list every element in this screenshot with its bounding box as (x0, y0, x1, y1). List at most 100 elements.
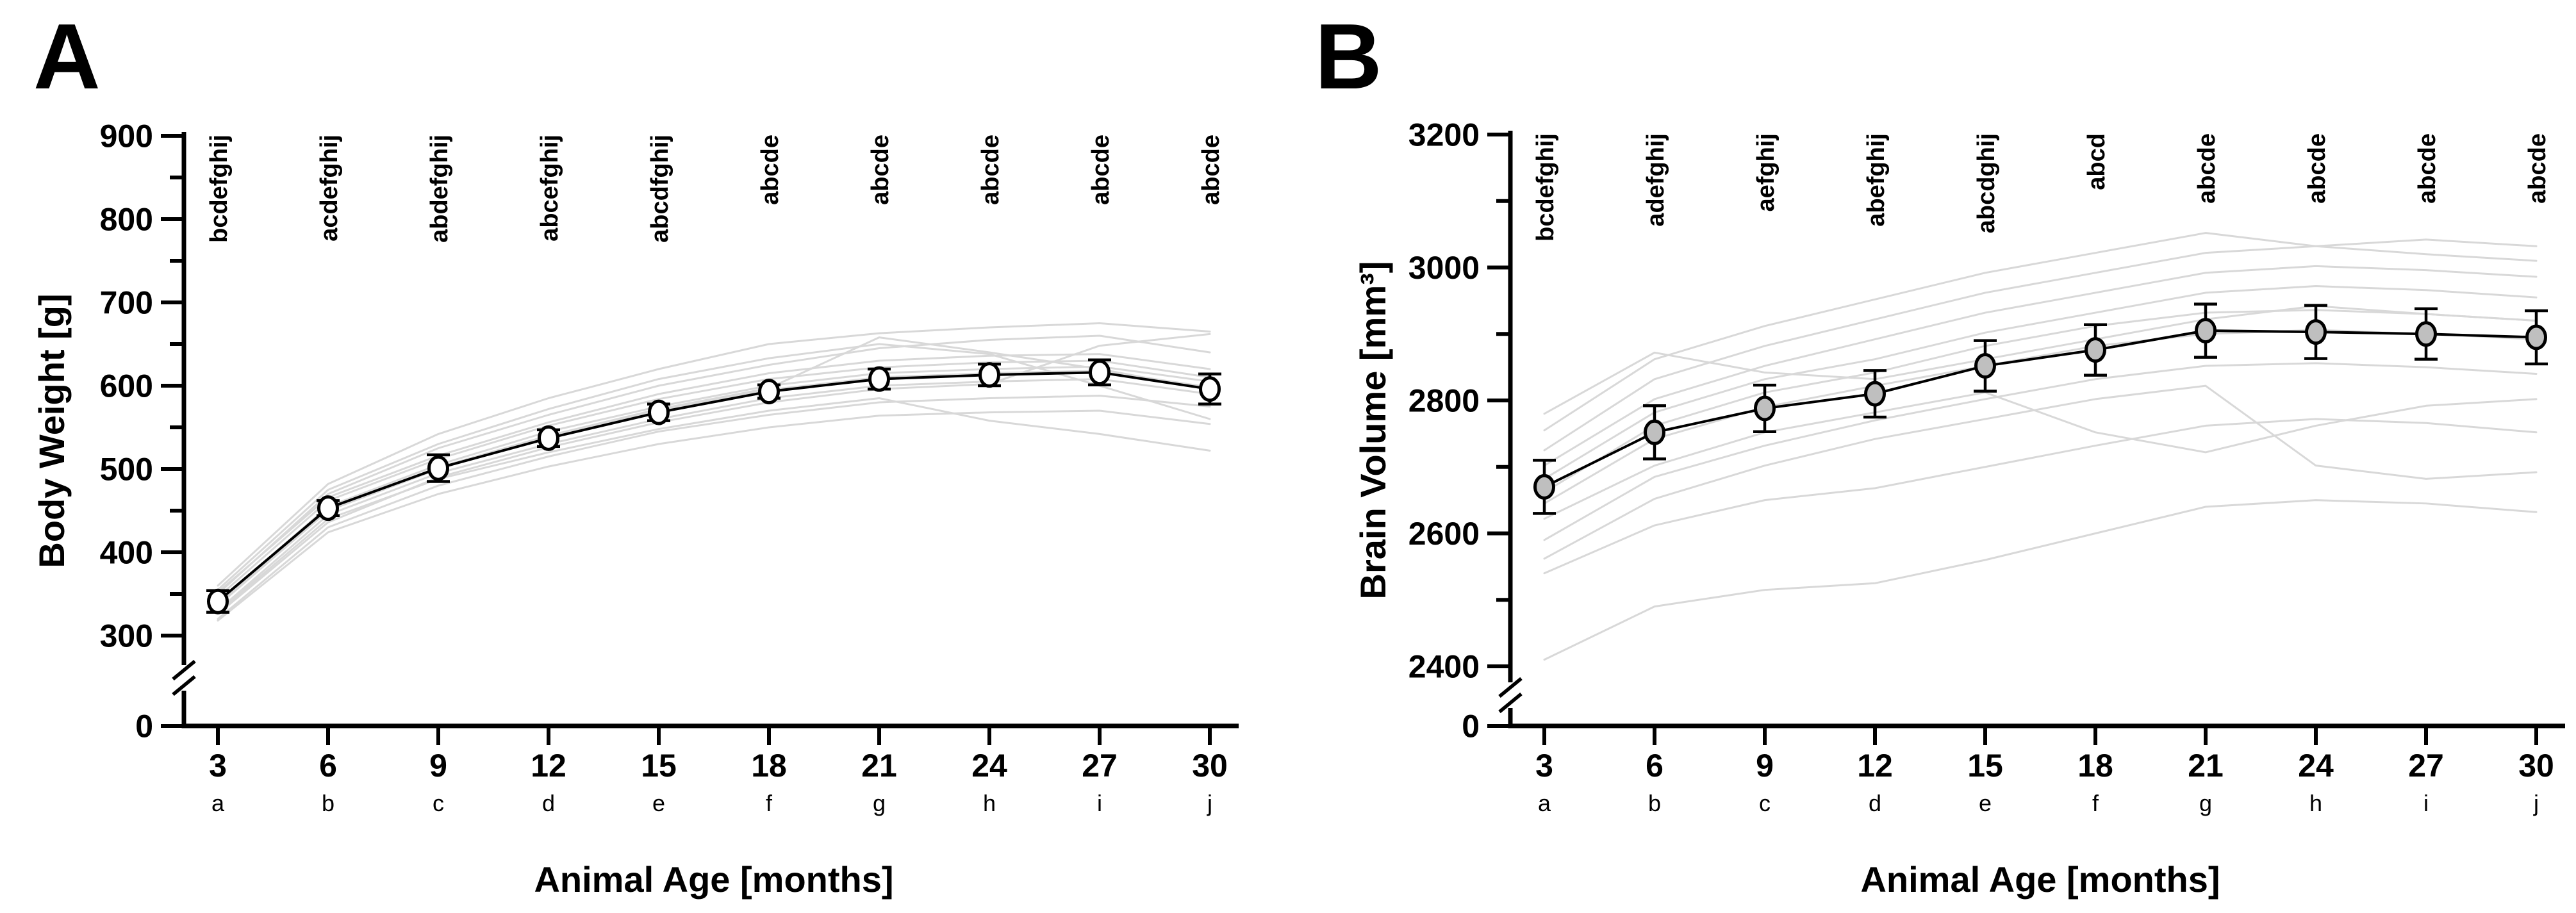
panel-b-x-tick-label-3: 3 (1535, 748, 1553, 784)
panel-b-significance-30mo: abcde (2524, 133, 2551, 204)
panel-b-x-tick-label-30: 30 (2518, 748, 2554, 784)
panel-b-significance-6mo: adefghij (1642, 133, 1669, 227)
panel-b-axes: 3200 3000 2800 2600 2400 0 3 a 6 b 9 c 12 d 15 e 18 f 21 g 2… (1408, 117, 2565, 816)
panel-b-mean-line (1544, 329, 2537, 488)
panel-b-label: B (1315, 4, 1382, 108)
panel-a-x-tick-label-12: 12 (531, 748, 566, 784)
panel-a-mean-marker-6mo (317, 495, 339, 522)
panel-b-x-subletter-d: d (1869, 790, 1881, 816)
panel-a-individual-line-2 (217, 378, 1211, 612)
panel-a-significance-12mo: abcefghij (536, 135, 563, 242)
panel-a-individual-line-1 (217, 395, 1211, 620)
panel-a-x-subletter-i: i (1097, 790, 1102, 816)
panel-a-individual-line-12 (217, 397, 1211, 614)
panel-a-axes: 900 800 700 600 500 400 300 0 3 a 6 b 9 c 12 d 15 e 18 f 21 g… (100, 119, 1239, 816)
panel-b-y-tick-label-2800: 2800 (1408, 383, 1480, 419)
panel-a-x-subletter-h: h (983, 790, 996, 816)
panel-b-y-tick-label-3000: 3000 (1408, 250, 1480, 286)
panel-a-individual-line-5 (217, 322, 1211, 587)
panel-b-mean-marker-27mo (2415, 321, 2437, 347)
panel-a-x-subletter-d: d (542, 790, 555, 816)
panel-b-mean-marker-24mo (2305, 319, 2327, 345)
panel-b-significance-18mo: abcd (2083, 133, 2110, 190)
panel-a-mean-marker-24mo (978, 362, 1000, 388)
panel-a-significance-3mo: bcdefghij (206, 135, 233, 243)
panel-a-y-axis-title: Body Weight [g] (31, 293, 72, 568)
panel-b-x-tick-label-6: 6 (1646, 748, 1664, 784)
panel-b-x-subletter-f: f (2092, 790, 2099, 816)
panel-a-x-tick-label-15: 15 (641, 748, 677, 784)
panel-a-x-tick-label-21: 21 (861, 748, 897, 784)
panel-a-mean-marker-12mo (538, 425, 559, 451)
panel-a-significance-6mo: acdefghij (316, 135, 343, 242)
panel-a-x-tick-label-6: 6 (319, 748, 337, 784)
panel-a-y-axis-break-slash-1 (172, 659, 196, 681)
panel-a-x-subletter-b: b (322, 790, 334, 816)
panel-b-significance-12mo: abefghij (1863, 133, 1890, 227)
panel-b-individual-line-3 (1543, 362, 2538, 541)
panel-b-y-tick-label-2600: 2600 (1408, 516, 1480, 552)
panel-a-mean-marker-3mo (207, 588, 229, 614)
panel-b-significance-21mo: abcde (2193, 133, 2220, 204)
panel-a-x-tick-label-27: 27 (1082, 748, 1118, 784)
panel-a-mean-marker-21mo (868, 366, 890, 392)
panel-b-x-axis-title: Animal Age [months] (1860, 859, 2220, 900)
panel-b-individual-line-12 (1543, 384, 2538, 560)
panel-b-individual-line-6 (1543, 285, 2538, 480)
panel-b-individual-line-10 (1543, 305, 2538, 415)
panel-a-y-tick-label-900: 900 (100, 119, 153, 154)
panel-a-significance-15mo: abcdfghij (647, 135, 673, 243)
panel-a-x-subletter-e: e (652, 790, 665, 816)
panel-a-individual-line-4 (217, 334, 1211, 595)
panel-b-x-subletter-j: j (2533, 790, 2539, 816)
panel-a-significance-24mo: abcde (977, 135, 1004, 205)
panel-b-y-tick-label-2400: 2400 (1408, 649, 1480, 685)
panel-a-x-tick-label-9: 9 (429, 748, 447, 784)
panel-b-y-axis-break-slash-2 (1498, 692, 1523, 714)
panel-a-significance-9mo: abdefghij (426, 135, 453, 243)
panel-a-significance-letters: bcdefghij acdefghij abdefghij abcefghij abcd… (206, 135, 1225, 243)
panel-a-significance-18mo: abcde (757, 135, 784, 205)
panel-a-mean-marker-27mo (1089, 359, 1110, 386)
panel-a-y-tick-label-700: 700 (100, 285, 153, 321)
panel-b-individual-line-11 (1543, 391, 2538, 520)
panel-a-y-axis-break-slash-2 (172, 675, 196, 696)
panel-a-x-axis-title: Animal Age [months] (534, 859, 893, 900)
panel-a: A 900 800 700 600 500 400 300 0 3 a 6 b 9 c 12 d 15 e 18 f 21… (31, 4, 1239, 900)
panel-b-y-axis-break-slash-1 (1498, 677, 1523, 698)
panel-a-mean-marker-15mo (648, 399, 670, 425)
panel-a-x-subletter-g: g (873, 790, 886, 816)
panel-b-x-tick-label-15: 15 (1967, 748, 2003, 784)
panel-a-y-tick-label-600: 600 (100, 368, 153, 404)
panel-b-individual-line-9 (1543, 232, 2538, 432)
panel-b-x-subletter-a: a (1538, 790, 1551, 816)
panel-b-x-tick-label-24: 24 (2298, 748, 2334, 784)
panel-a-x-tick-label-24: 24 (971, 748, 1007, 784)
panel-b-x-tick-label-27: 27 (2408, 748, 2444, 784)
panel-a-individual-line-7 (217, 370, 1211, 607)
panel-b-individual-line-4 (1543, 329, 2538, 505)
panel-b-mean-marker-9mo (1754, 395, 1776, 422)
panel-b-x-subletter-e: e (1979, 790, 1992, 816)
panel-a-y-tick-label-400: 400 (100, 535, 153, 571)
panel-b-significance-9mo: aefghij (1753, 133, 1779, 211)
panel-a-individual-line-11 (217, 336, 1211, 605)
panel-b-y-axis-title: Brain Volume [mm³] (1353, 261, 1393, 600)
panel-a-x-tick-label-18: 18 (751, 748, 787, 784)
panel-a-mean-series (206, 358, 1221, 614)
panel-b-x-tick-label-12: 12 (1857, 748, 1893, 784)
panel-b-individual-line-2 (1543, 418, 2538, 575)
panel-a-y-tick-label-800: 800 (100, 202, 153, 238)
panel-b-significance-letters: bcdefghij adefghij aefghij abefghij abcdghij… (1532, 133, 2551, 242)
panel-a-mean-marker-18mo (758, 379, 780, 405)
panel-b-y-tick-label-3200: 3200 (1408, 117, 1480, 153)
panel-a-individual-line-13 (217, 353, 1211, 593)
panel-b-significance-27mo: abcde (2414, 133, 2441, 204)
panel-b-x-subletter-h: h (2309, 790, 2322, 816)
panel-a-x-tick-label-30: 30 (1192, 748, 1228, 784)
panel-b-x-subletter-i: i (2423, 790, 2429, 816)
panel-b: B 3200 3000 2800 2600 2400 0 3 a 6 b 9 c 12 d 15 e 18 f 21 g… (1315, 4, 2565, 900)
panel-a-y-tick-label-300: 300 (100, 618, 153, 654)
panel-a-mean-marker-9mo (427, 455, 449, 481)
